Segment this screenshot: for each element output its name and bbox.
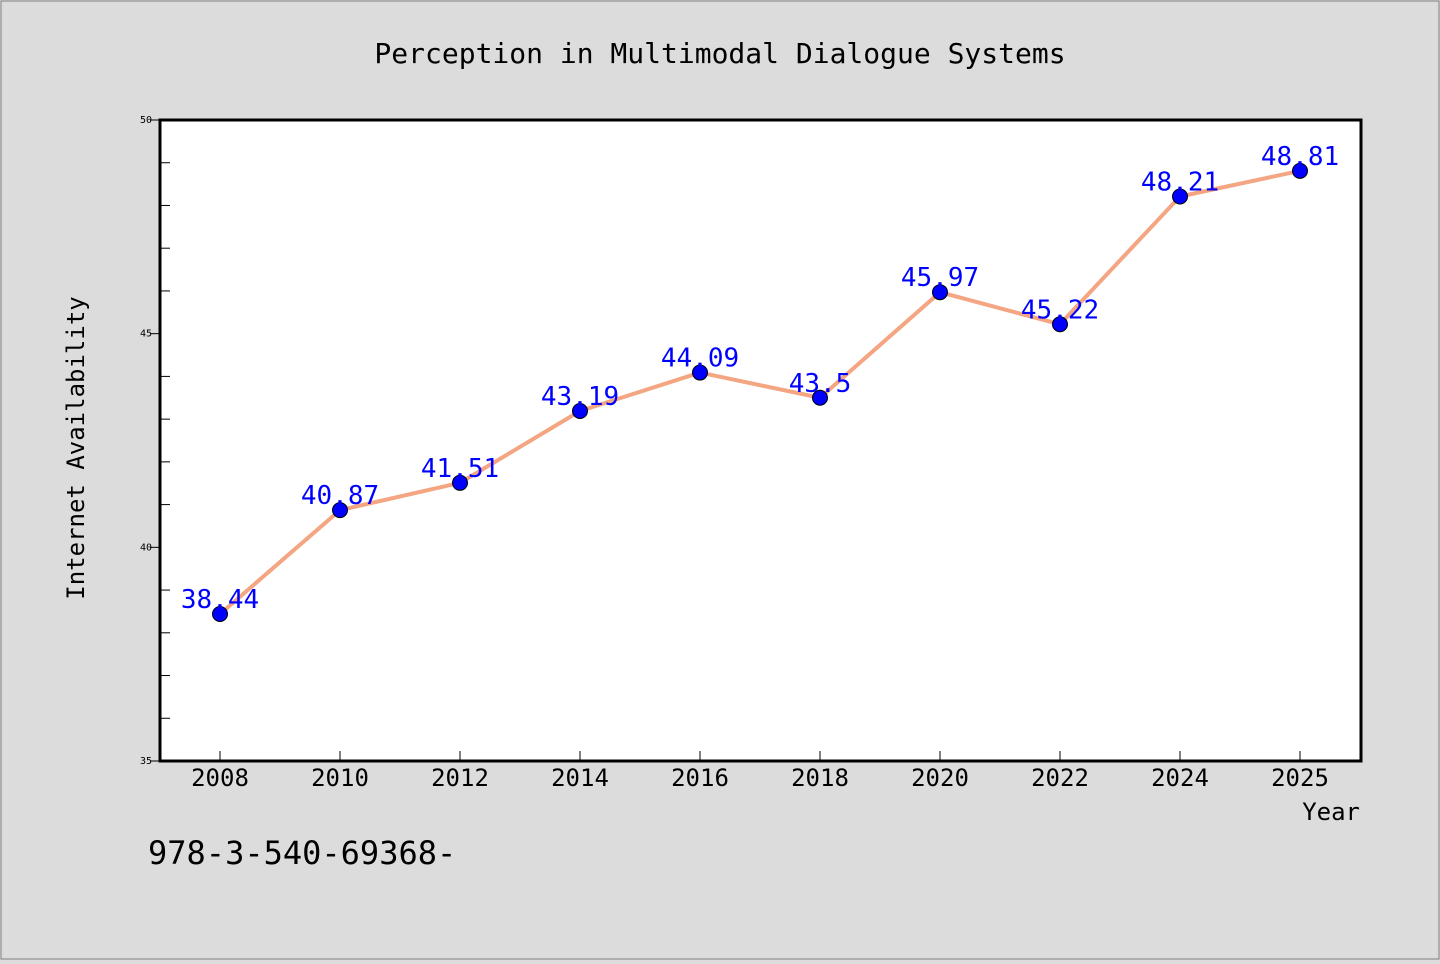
data-point (1052, 316, 1068, 333)
x-tick-label: 2012 (431, 764, 489, 792)
data-point (332, 502, 348, 519)
x-tick-label: 2018 (791, 764, 849, 792)
data-label: 43.19 (541, 382, 619, 412)
data-label: 45.97 (901, 263, 979, 293)
y-axis-label: Internet Availability (62, 296, 90, 599)
data-label: 48.81 (1261, 142, 1339, 172)
data-label: 41.51 (421, 454, 499, 484)
isbn-text: 978-3-540-69368- (148, 834, 456, 872)
chart-title: Perception in Multimodal Dialogue System… (374, 37, 1065, 70)
data-label: 44.09 (661, 344, 739, 374)
x-tick-label: 2025 (1271, 764, 1329, 792)
data-point (212, 605, 228, 622)
x-axis: 2008 2010 2012 2014 2016 2018 2020 2022 2024 2025 (191, 751, 1329, 792)
y-tick-label: 45 (140, 329, 152, 340)
data-label: 48.21 (1141, 167, 1219, 197)
data-point (572, 403, 588, 420)
y-axis: 35 40 45 50 (140, 115, 170, 767)
y-tick-label: 35 (140, 756, 152, 767)
x-tick-label: 2010 (311, 764, 369, 792)
data-point (1172, 188, 1188, 205)
x-tick-label: 2022 (1031, 764, 1089, 792)
series-line (218, 168, 1302, 616)
data-label: 43.5 (789, 369, 852, 399)
plot-area (158, 118, 1363, 763)
data-point (932, 284, 948, 301)
y-tick-label: 40 (140, 542, 152, 553)
series-group: 38.44 40.87 41.51 43.19 44.09 43.5 45.97 45.22 4… (181, 142, 1339, 622)
y-tick-label: 50 (140, 115, 152, 126)
x-tick-label: 2008 (191, 764, 249, 792)
data-point (812, 389, 828, 406)
x-tick-label: 2024 (1151, 764, 1209, 792)
x-tick-label: 2014 (551, 764, 609, 792)
data-label: 38.44 (181, 585, 259, 615)
x-axis-label: Year (1302, 798, 1360, 826)
data-point (452, 474, 468, 491)
data-point (692, 364, 708, 381)
data-label: 40.87 (301, 481, 379, 511)
data-point (1292, 162, 1308, 179)
data-label: 45.22 (1021, 295, 1099, 325)
x-tick-label: 2020 (911, 764, 969, 792)
x-tick-label: 2016 (671, 764, 729, 792)
